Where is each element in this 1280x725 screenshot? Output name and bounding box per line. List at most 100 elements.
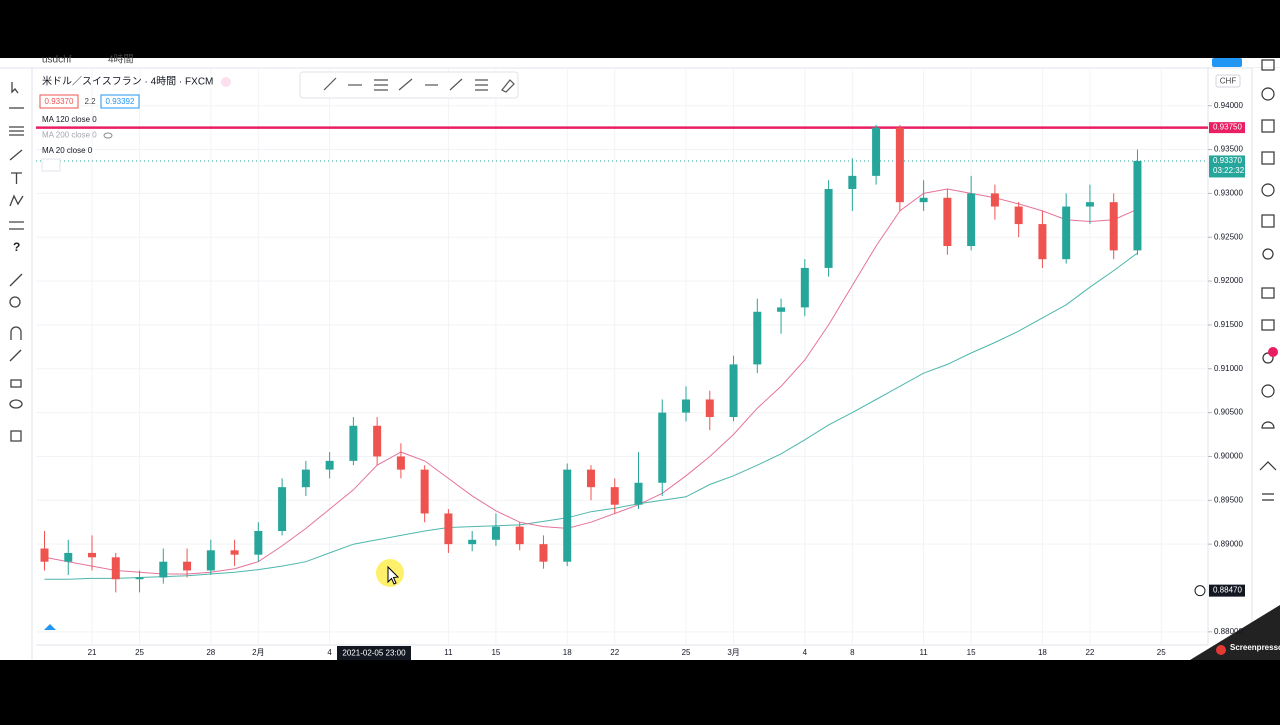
currency-label: CHF xyxy=(1220,77,1237,86)
chat-icon[interactable] xyxy=(1261,287,1275,299)
bid-price[interactable]: 0.93370 xyxy=(45,97,74,106)
candle-body xyxy=(1085,202,1094,207)
candle-body xyxy=(444,513,453,545)
spread: 2.2 xyxy=(84,97,96,106)
cursor-tool[interactable] xyxy=(11,82,19,94)
watchlist-icon[interactable] xyxy=(1261,59,1275,71)
crosshair-price-label: 0.88470 xyxy=(1213,586,1242,595)
symbol-search[interactable]: usdchf xyxy=(42,55,72,66)
hotlist-icon[interactable] xyxy=(1261,214,1275,228)
data-window-icon[interactable] xyxy=(1261,119,1275,133)
alerts-icon[interactable] xyxy=(1261,87,1275,101)
trading-icon[interactable] xyxy=(1259,461,1277,471)
indicator-label: MA 200 close 0 xyxy=(42,131,97,140)
bell-icon[interactable] xyxy=(1261,421,1275,429)
candle-body xyxy=(373,425,382,457)
watermark: Screenpresso xyxy=(1230,643,1280,652)
x-tick-label: 28 xyxy=(206,648,215,657)
x-tick-label: 3月 xyxy=(727,648,739,657)
streams-icon[interactable] xyxy=(1261,319,1275,331)
buy-box[interactable] xyxy=(100,94,140,109)
candle-body xyxy=(1062,206,1071,260)
y-tick-label: 0.91000 xyxy=(1214,364,1243,373)
y-tick-label: 0.89500 xyxy=(1214,495,1243,504)
indicator-label: MA 20 close 0 xyxy=(42,146,93,155)
delete-tool[interactable] xyxy=(10,430,22,442)
ruler-tool[interactable] xyxy=(9,273,23,287)
y-tick-label: 0.93000 xyxy=(1214,189,1243,198)
templates[interactable] xyxy=(475,79,488,91)
publish-button[interactable] xyxy=(1212,58,1242,67)
prediction-tool[interactable] xyxy=(9,221,24,230)
right-toolbar-icons xyxy=(1259,59,1277,501)
news-icon[interactable] xyxy=(1261,151,1275,165)
candle-body xyxy=(1133,160,1142,251)
eraser[interactable] xyxy=(501,79,515,93)
x-tick-label: 11 xyxy=(444,648,453,657)
x-tick-label: 18 xyxy=(1038,648,1047,657)
line-style[interactable] xyxy=(323,77,337,91)
candle-body xyxy=(278,487,287,532)
floating-toolbar xyxy=(299,71,519,99)
candle-body xyxy=(396,456,405,470)
help-icon[interactable]: ? xyxy=(13,240,20,254)
x-tick-label: 25 xyxy=(1157,648,1166,657)
y-tick-label: 0.90500 xyxy=(1214,408,1243,417)
add-alert-button[interactable] xyxy=(1194,585,1206,597)
x-tick-label: 15 xyxy=(967,648,976,657)
candle-body xyxy=(491,526,500,540)
price-range[interactable] xyxy=(449,78,463,91)
candle-body xyxy=(777,307,786,312)
candle-body xyxy=(135,577,144,580)
y-tick-label: 0.92000 xyxy=(1214,276,1243,285)
candle-body xyxy=(159,561,168,578)
market-status xyxy=(221,77,231,87)
candle-body xyxy=(539,544,548,562)
y-tick-label: 0.94000 xyxy=(1214,101,1243,110)
price-line-label: 0.93750 xyxy=(1213,123,1242,132)
candle-body xyxy=(254,531,263,555)
candle-body xyxy=(848,175,857,190)
candle-body xyxy=(682,399,691,413)
hide-tool[interactable] xyxy=(9,399,23,409)
ask-price[interactable]: 0.93392 xyxy=(106,97,135,106)
zoom-tool[interactable] xyxy=(9,296,21,308)
currency-box[interactable] xyxy=(1215,74,1241,88)
y-tick-label: 0.88000 xyxy=(1214,627,1243,636)
extend[interactable] xyxy=(398,78,413,91)
keep-drawing-tool[interactable] xyxy=(9,349,22,362)
brush-tool[interactable] xyxy=(9,149,23,161)
candle-body xyxy=(325,460,334,470)
chart-title: 米ドル／スイスフラン · 4時間 · FXCM xyxy=(42,75,213,88)
candle-body xyxy=(349,425,358,461)
pattern-tool[interactable] xyxy=(9,194,24,207)
top-toolbar xyxy=(0,58,1280,68)
candle-body xyxy=(1038,224,1047,260)
sell-box[interactable] xyxy=(39,94,79,109)
x-tick-label: 15 xyxy=(491,648,500,657)
x-tick-label: 2月 xyxy=(252,648,264,657)
candle-body xyxy=(301,469,310,488)
magnet-tool[interactable] xyxy=(10,326,22,340)
broadcast-icon[interactable] xyxy=(1261,384,1275,398)
collapse-legend[interactable] xyxy=(41,158,61,172)
lock-tool[interactable] xyxy=(10,379,22,388)
interval-button[interactable]: 4時間 xyxy=(108,54,134,66)
line-format[interactable] xyxy=(374,79,388,91)
notifications-icon[interactable] xyxy=(1262,352,1274,364)
indicator-legend: MA 120 close 0 MA 200 close 0 MA 20 close … xyxy=(42,115,113,155)
candle-body xyxy=(919,197,928,203)
candle-body xyxy=(183,561,192,571)
price-line-tag xyxy=(1209,122,1245,134)
crosshair-time-box xyxy=(337,646,411,660)
ideas-icon[interactable] xyxy=(1262,248,1274,260)
fib-tool[interactable] xyxy=(9,126,24,136)
calendar-icon[interactable] xyxy=(1261,183,1275,197)
dom-icon[interactable] xyxy=(1262,493,1274,501)
watermark-logo xyxy=(1216,645,1226,655)
x-tick-label: 11 xyxy=(919,648,928,657)
text-tool[interactable] xyxy=(11,172,22,184)
candle-body xyxy=(872,127,881,176)
